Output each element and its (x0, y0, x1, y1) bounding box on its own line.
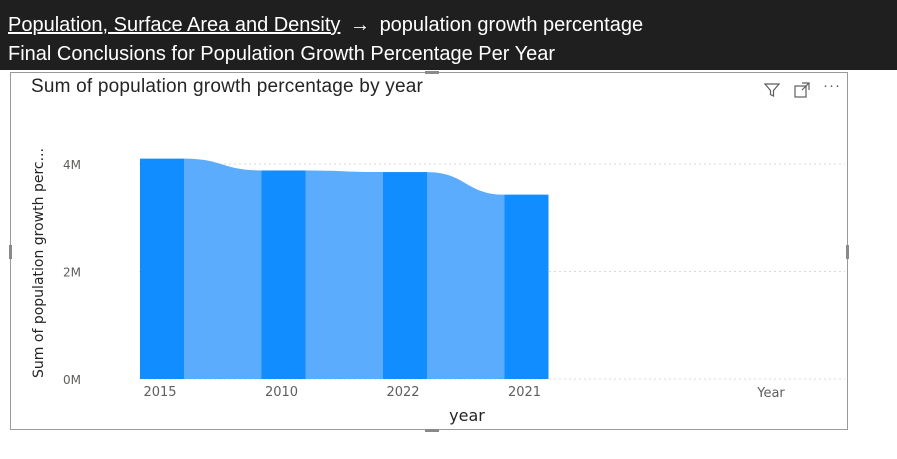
resize-handle-bottom[interactable] (425, 429, 439, 432)
bar-2010[interactable] (261, 170, 306, 379)
resize-handle-top[interactable] (425, 71, 439, 74)
chart-visual[interactable]: Sum of population growth percentage by y… (9, 71, 849, 432)
ribbon-segment[interactable] (427, 172, 505, 379)
breadcrumb-arrow-icon: → (350, 14, 370, 36)
y-tick-label: 0M (63, 373, 81, 387)
ribbon-segment[interactable] (305, 170, 384, 379)
y-tick-label: 4M (63, 158, 81, 172)
x-tick-label: 2015 (143, 385, 176, 400)
x-axis-title: year (449, 406, 485, 425)
focus-mode-icon[interactable] (793, 81, 811, 99)
filter-icon[interactable] (763, 81, 781, 99)
page-subtitle: Final Conclusions for Population Growth … (8, 43, 555, 65)
resize-handle-right[interactable] (846, 245, 849, 259)
breadcrumb-current: population growth percentage (379, 14, 644, 36)
breadcrumb-link[interactable]: Population, Surface Area and Density (8, 14, 341, 36)
more-options-icon[interactable]: ··· (823, 77, 841, 94)
bar-2021[interactable] (504, 194, 549, 379)
breadcrumb: Population, Surface Area and Density → p… (8, 14, 643, 37)
ribbon-segment[interactable] (184, 158, 262, 379)
page-header: Population, Surface Area and Density → p… (0, 0, 897, 70)
x-tick-label: 2021 (508, 385, 541, 400)
chart-title: Sum of population growth percentage by y… (31, 76, 424, 97)
bar-2015[interactable] (140, 158, 184, 379)
bar-2022[interactable] (383, 172, 427, 379)
x-tick-label: 2010 (265, 385, 298, 400)
y-axis-title: Sum of population growth perc... (31, 148, 47, 378)
chart-plot-area: 0M 2M 4M 2015 2010 2022 2021 year Sum of popu… (31, 148, 845, 425)
legend-label: Year (756, 386, 785, 401)
resize-handle-left[interactable] (9, 245, 12, 259)
x-tick-label: 2022 (386, 385, 419, 400)
y-tick-label: 2M (63, 266, 81, 280)
